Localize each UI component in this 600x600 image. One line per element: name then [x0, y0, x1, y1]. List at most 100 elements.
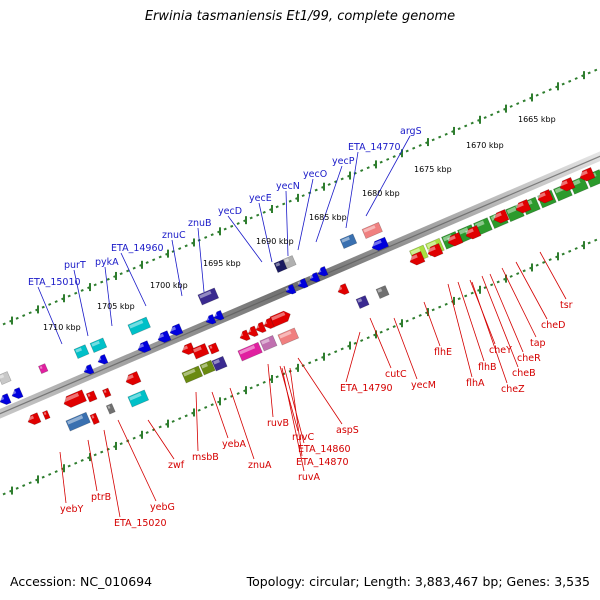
leader-line — [297, 357, 343, 425]
gene-feature-red — [89, 412, 100, 425]
genome-title: Erwinia tasmaniensis Et1/99, complete ge… — [144, 9, 456, 24]
leader-line — [117, 419, 157, 502]
leader-line — [103, 429, 121, 518]
gene-feature-magenta — [237, 341, 263, 362]
leader-line — [285, 190, 289, 257]
leader-line — [73, 269, 89, 337]
gene-feature-blue — [0, 393, 12, 405]
ruler-label: 1695 kbp — [203, 259, 241, 268]
ruler-label: 1670 kbp — [466, 141, 504, 150]
gene-label-reverse: flhA — [466, 378, 485, 389]
gene-label-forward: yecD — [218, 206, 242, 217]
gene-label-reverse: ptrB — [91, 492, 111, 503]
gene-label-forward: yecO — [303, 169, 327, 180]
gene-label-reverse: cutC — [385, 369, 407, 380]
gene-feature-red — [62, 389, 87, 408]
gene-feature-gray — [105, 403, 116, 415]
gene-label-forward: yecN — [276, 181, 300, 192]
gene-feature-red — [191, 343, 210, 360]
gene-feature-cyan — [127, 389, 150, 408]
gene-feature-red — [447, 232, 464, 247]
gene-feature-gray — [0, 371, 12, 385]
gene-label-reverse: cheD — [541, 320, 565, 331]
gene-label-forward: znuB — [188, 218, 212, 229]
leader-line — [481, 275, 519, 368]
gene-label-reverse: ruvA — [298, 472, 321, 483]
leader-line — [267, 363, 274, 418]
gene-feature-cyan — [73, 344, 90, 359]
gene-label-forward: argS — [400, 126, 422, 137]
gene-feature-blue — [213, 309, 225, 321]
gene-feature-blue — [83, 363, 95, 375]
gene-feature-red — [337, 283, 350, 295]
ruler-label: 1690 kbp — [256, 237, 294, 246]
gene-label-reverse: cheB — [512, 368, 536, 379]
ruler-label: 1675 kbp — [414, 165, 452, 174]
gene-label-reverse: flhE — [434, 347, 452, 358]
gene-label-reverse: ruvB — [267, 418, 289, 429]
gene-label-forward: purT — [64, 260, 86, 271]
accession-text: Accession: NC_010694 — [10, 574, 153, 589]
leader-line — [258, 202, 273, 263]
leader-line — [281, 367, 305, 472]
gene-feature-red — [493, 209, 510, 224]
leader-line — [345, 331, 361, 383]
gene-label-reverse: cheY — [489, 345, 512, 356]
gene-feature-red — [125, 371, 142, 386]
gene-feature-blue — [297, 277, 309, 289]
leader-line — [229, 387, 255, 460]
leader-line — [515, 261, 548, 320]
gene-feature-magenta — [38, 363, 49, 375]
leader-line — [211, 391, 229, 439]
topology-text: Topology: circular; Length: 3,883,467 bp… — [246, 574, 590, 589]
leader-line — [197, 227, 205, 293]
leader-line — [345, 151, 359, 229]
gene-feature-red — [27, 412, 42, 425]
gene-feature-red — [427, 243, 444, 258]
leader-line — [171, 239, 183, 297]
gene-label-reverse: ETA_14860 — [298, 444, 351, 455]
gene-label-reverse: yecM — [411, 380, 436, 391]
gene-feature-purple — [211, 355, 228, 372]
leader-line — [315, 165, 343, 243]
leader-line — [87, 439, 98, 492]
leader-line — [369, 317, 392, 369]
gene-label-reverse: yebG — [150, 502, 175, 513]
gene-feature-pink — [277, 327, 300, 346]
gene-feature-olive — [181, 365, 204, 384]
gene-feature-blue — [205, 313, 217, 325]
leader-line — [227, 215, 263, 263]
gene-feature-blue — [371, 236, 390, 251]
gene-label-forward: ETA_14770 — [348, 142, 401, 153]
gene-feature-red — [263, 317, 275, 329]
ruler-label: 1700 kbp — [150, 281, 188, 290]
gene-label-forward: ETA_15010 — [28, 277, 81, 288]
leader-line — [104, 266, 113, 327]
leader-line — [457, 281, 485, 362]
leader-line — [59, 451, 67, 504]
gene-label-reverse: tap — [530, 338, 546, 349]
leader-line — [195, 391, 199, 452]
gene-label-reverse: tsr — [560, 300, 573, 311]
gene-label-reverse: ETA_15020 — [114, 518, 167, 529]
gene-feature-cyan — [89, 337, 108, 353]
gene-feature-dark — [273, 259, 288, 273]
gene-feature-purple — [197, 287, 220, 306]
gene-feature-blue — [97, 353, 109, 365]
gene-feature-red — [255, 321, 267, 333]
gene-feature-steel — [339, 233, 358, 249]
gene-label-reverse: aspS — [336, 425, 359, 436]
ruler-label: 1680 kbp — [362, 189, 400, 198]
gene-feature-red — [247, 325, 259, 337]
gene-feature-gray — [282, 255, 297, 269]
leader-line — [423, 301, 441, 347]
gene-feature-pink — [361, 221, 383, 239]
gene-feature-red — [579, 167, 596, 182]
gene-feature-olive — [199, 359, 216, 376]
leader-line — [297, 178, 314, 251]
ruler-label: 1685 kbp — [309, 213, 347, 222]
gene-label-reverse: cheR — [517, 353, 541, 364]
leader-line — [120, 252, 147, 307]
gene-feature-red — [207, 342, 220, 355]
